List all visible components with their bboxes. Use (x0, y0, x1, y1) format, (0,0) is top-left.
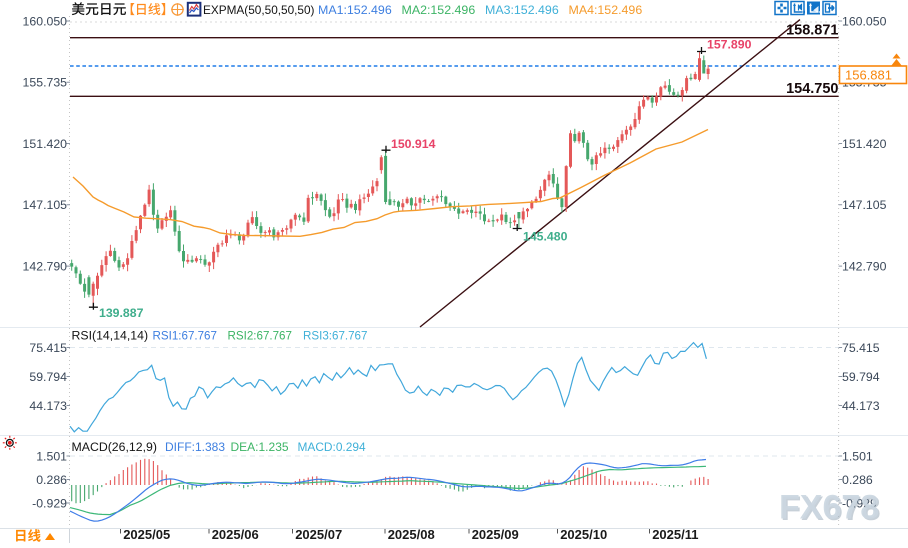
svg-text:FX678: FX678 (779, 489, 879, 527)
svg-text:2025/05: 2025/05 (123, 527, 170, 542)
svg-text:MA1:152.496: MA1:152.496 (318, 3, 392, 17)
svg-text:DEA:1.235: DEA:1.235 (231, 440, 289, 454)
svg-text:2025/08: 2025/08 (388, 527, 435, 542)
svg-text:2025/07: 2025/07 (295, 527, 342, 542)
svg-text:154.750: 154.750 (786, 81, 838, 97)
svg-text:157.890: 157.890 (707, 38, 752, 52)
svg-text:0.286: 0.286 (842, 473, 873, 487)
svg-text:156.881: 156.881 (845, 68, 892, 83)
svg-text:147.105: 147.105 (23, 198, 68, 212)
svg-text:RSI2:67.767: RSI2:67.767 (228, 330, 292, 343)
svg-text:75.415: 75.415 (29, 341, 67, 355)
svg-text:139.887: 139.887 (99, 306, 144, 320)
svg-text:147.105: 147.105 (842, 198, 887, 212)
svg-text:155.735: 155.735 (23, 76, 68, 90)
svg-text:151.420: 151.420 (842, 137, 887, 151)
svg-text:2025/10: 2025/10 (560, 527, 607, 542)
svg-text:2025/09: 2025/09 (472, 527, 519, 542)
svg-text:MA4:152.496: MA4:152.496 (569, 3, 643, 17)
svg-text:142.790: 142.790 (23, 259, 68, 273)
svg-text:2025/11: 2025/11 (652, 527, 698, 542)
svg-text:59.794: 59.794 (29, 370, 67, 384)
svg-text:MA2:152.496: MA2:152.496 (402, 3, 476, 17)
svg-text:FX678: FX678 (781, 490, 881, 528)
svg-text:75.415: 75.415 (842, 341, 880, 355)
svg-text:151.420: 151.420 (23, 137, 68, 151)
svg-text:2025/06: 2025/06 (212, 527, 259, 542)
svg-text:59.794: 59.794 (842, 370, 880, 384)
svg-text:142.790: 142.790 (842, 259, 887, 273)
svg-text:MA3:152.496: MA3:152.496 (485, 3, 559, 17)
svg-text:MACD(26,12,9): MACD(26,12,9) (72, 440, 157, 454)
svg-text:RSI1:67.767: RSI1:67.767 (153, 330, 217, 343)
svg-text:-0.929: -0.929 (32, 496, 67, 510)
svg-text:EXPMA(50,50,50,50): EXPMA(50,50,50,50) (203, 3, 315, 17)
svg-text:1.501: 1.501 (842, 449, 873, 463)
svg-text:RSI(14,14,14): RSI(14,14,14) (72, 329, 149, 343)
svg-text:MACD:0.294: MACD:0.294 (298, 440, 366, 454)
svg-text:145.480: 145.480 (523, 230, 568, 244)
svg-text:1.501: 1.501 (36, 449, 67, 463)
svg-text:150.914: 150.914 (391, 137, 436, 151)
svg-text:160.050: 160.050 (23, 14, 68, 28)
svg-text:160.050: 160.050 (842, 14, 887, 28)
svg-text:-0.929: -0.929 (842, 496, 877, 510)
svg-text:158.871: 158.871 (786, 23, 838, 39)
svg-text:44.173: 44.173 (29, 399, 67, 413)
svg-text:44.173: 44.173 (842, 399, 880, 413)
svg-text:0.286: 0.286 (36, 473, 67, 487)
svg-text:RSI3:67.767: RSI3:67.767 (303, 330, 367, 343)
svg-text:DIFF:1.383: DIFF:1.383 (165, 440, 225, 454)
